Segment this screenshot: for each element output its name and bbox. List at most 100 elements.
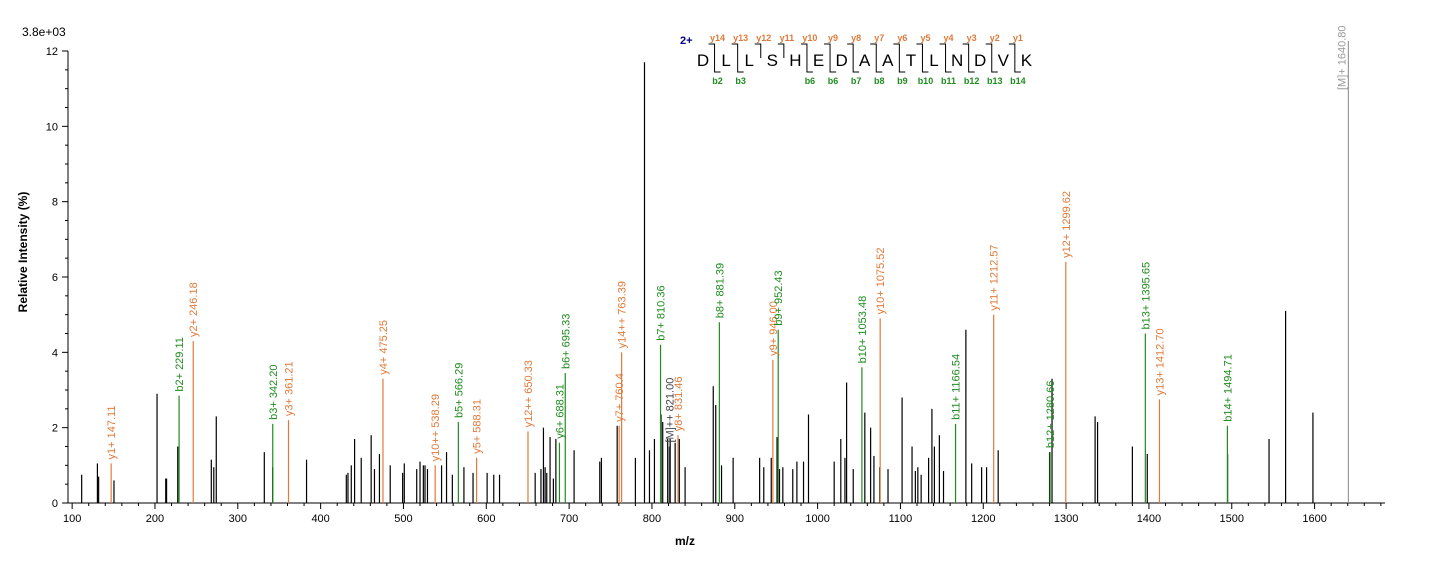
peak-label: b11+ 1166.54 [951, 354, 963, 420]
y-ion-bracket [985, 43, 993, 58]
y-ion-bracket [847, 43, 854, 58]
y-ion-label: y14 [710, 33, 725, 43]
b-ion-label: b7 [851, 76, 862, 86]
b-ion-label: b14 [1010, 76, 1026, 86]
x-tick-label: 300 [229, 513, 247, 525]
residue-letter: A [859, 51, 871, 70]
x-tick-label: 1600 [1302, 513, 1326, 525]
peak-label: y7+ 760.4 [614, 373, 626, 422]
peak-label: b12+ 1280.66 [1045, 381, 1057, 449]
residue-letter: V [998, 51, 1010, 70]
y-ion-bracket [800, 43, 808, 58]
peak-label: y10++ 538.29 [430, 394, 442, 461]
b-ion-bracket [898, 58, 906, 73]
peak-label: b2+ 229.11 [174, 337, 186, 392]
residue-letter: L [744, 51, 753, 70]
y-ion-bracket [962, 43, 970, 58]
b-ion-bracket [829, 58, 837, 73]
peak-label: y5+ 588.31 [472, 399, 484, 454]
peak-label: b10+ 1053.48 [857, 296, 869, 364]
y-ion-label: y13 [733, 33, 748, 43]
b-ion-label: b2 [712, 76, 723, 86]
y-ion-label: y7 [874, 33, 884, 43]
residue-letter: D [835, 51, 847, 70]
y-ion-label: y2 [990, 33, 1000, 43]
y-axis-title: Relative Intensity (%) [16, 192, 30, 313]
b-ion-bracket [945, 58, 952, 73]
x-tick-label: 1100 [889, 513, 913, 525]
x-tick-label: 1300 [1054, 513, 1078, 525]
peak-label: [M]+ 1640.80 [1336, 25, 1348, 90]
b-ion-label: b9 [897, 76, 908, 86]
peak-label: y12++ 650.33 [523, 360, 535, 427]
y-ion-label: y11 [780, 33, 795, 43]
y-ion-bracket [1008, 43, 1016, 58]
x-tick-label: 1000 [805, 513, 829, 525]
y-ion-bracket [893, 43, 900, 58]
y-ion-label: y1 [1013, 33, 1023, 43]
x-tick-label: 1400 [1137, 513, 1161, 525]
y-tick-label: 12 [46, 46, 58, 58]
peak-label: y9+ 946.00 [768, 301, 780, 356]
x-tick-label: 500 [394, 513, 412, 525]
b-ion-bracket [737, 58, 744, 73]
peak-label: y14++ 763.39 [617, 281, 629, 348]
y-ion-bracket [824, 43, 831, 58]
residue-letter: L [929, 51, 938, 70]
peak-label: y6+ 688.31 [554, 384, 566, 439]
y-ion-label: y3 [967, 33, 977, 43]
b-ion-bracket [714, 58, 721, 73]
x-tick-label: 700 [560, 513, 578, 525]
residue-letter: N [951, 51, 963, 70]
peak-label: [M]++ 821.00 [664, 378, 676, 443]
y-tick-label: 0 [52, 498, 58, 510]
y-ion-label: y9 [828, 33, 838, 43]
y-ion-bracket [731, 43, 739, 58]
y-tick-label: 4 [52, 347, 58, 359]
y-tick-label: 6 [52, 272, 58, 284]
y-ion-label: y12 [756, 33, 771, 43]
peak-label: y4+ 475.25 [378, 320, 390, 375]
residue-letter: D [697, 51, 709, 70]
charge-state-label: 2+ [680, 35, 693, 47]
residue-letter: E [813, 51, 824, 70]
peak-label: b14+ 1494.71 [1222, 354, 1234, 422]
x-tick-label: 100 [63, 513, 81, 525]
peak-label: y1+ 147.11 [106, 406, 118, 460]
b-ion-bracket [806, 58, 813, 73]
b-ion-bracket [852, 58, 860, 73]
b-ion-bracket [1014, 58, 1021, 73]
residue-letter: T [906, 51, 916, 70]
y-ion-bracket [939, 43, 947, 58]
y-ion-bracket [916, 43, 923, 58]
peak-label: b9+ 952.43 [773, 270, 785, 325]
peak-label: y8+ 831.46 [673, 376, 685, 431]
peak-label: y3+ 361.21 [284, 361, 296, 416]
peak-label: y11+ 1212.57 [989, 244, 1001, 310]
b-ion-label: b6 [805, 76, 816, 86]
x-tick-label: 1500 [1220, 513, 1244, 525]
residue-letter: H [789, 51, 801, 70]
y-ion-label: y6 [897, 33, 907, 43]
b-ion-label: b13 [987, 76, 1003, 86]
x-tick-label: 400 [311, 513, 329, 525]
residue-letter: A [882, 51, 894, 70]
residue-letter: D [974, 51, 986, 70]
y-ion-label: y5 [920, 33, 930, 43]
x-axis-title: m/z [675, 534, 695, 548]
peak-label: y10+ 1075.52 [875, 247, 887, 314]
peak-label: b8+ 881.39 [714, 263, 726, 318]
peak-label: b13+ 1395.65 [1140, 262, 1152, 330]
peak-label: y2+ 246.18 [188, 282, 200, 337]
y-ion-bracket [777, 43, 785, 58]
chart-axes: 100 200 300 400 500 600 700 800 900 1000 1100 1200 1… [46, 46, 1385, 525]
peak-label: y12+ 1299.62 [1061, 191, 1073, 258]
b-ion-bracket [968, 58, 975, 73]
y-ion-bracket [708, 43, 716, 58]
x-tick-label: 800 [643, 513, 661, 525]
b-ion-label: b10 [918, 76, 934, 86]
intensity-scale-label: 3.8e+03 [22, 25, 66, 39]
b-ion-label: b11 [941, 76, 956, 86]
